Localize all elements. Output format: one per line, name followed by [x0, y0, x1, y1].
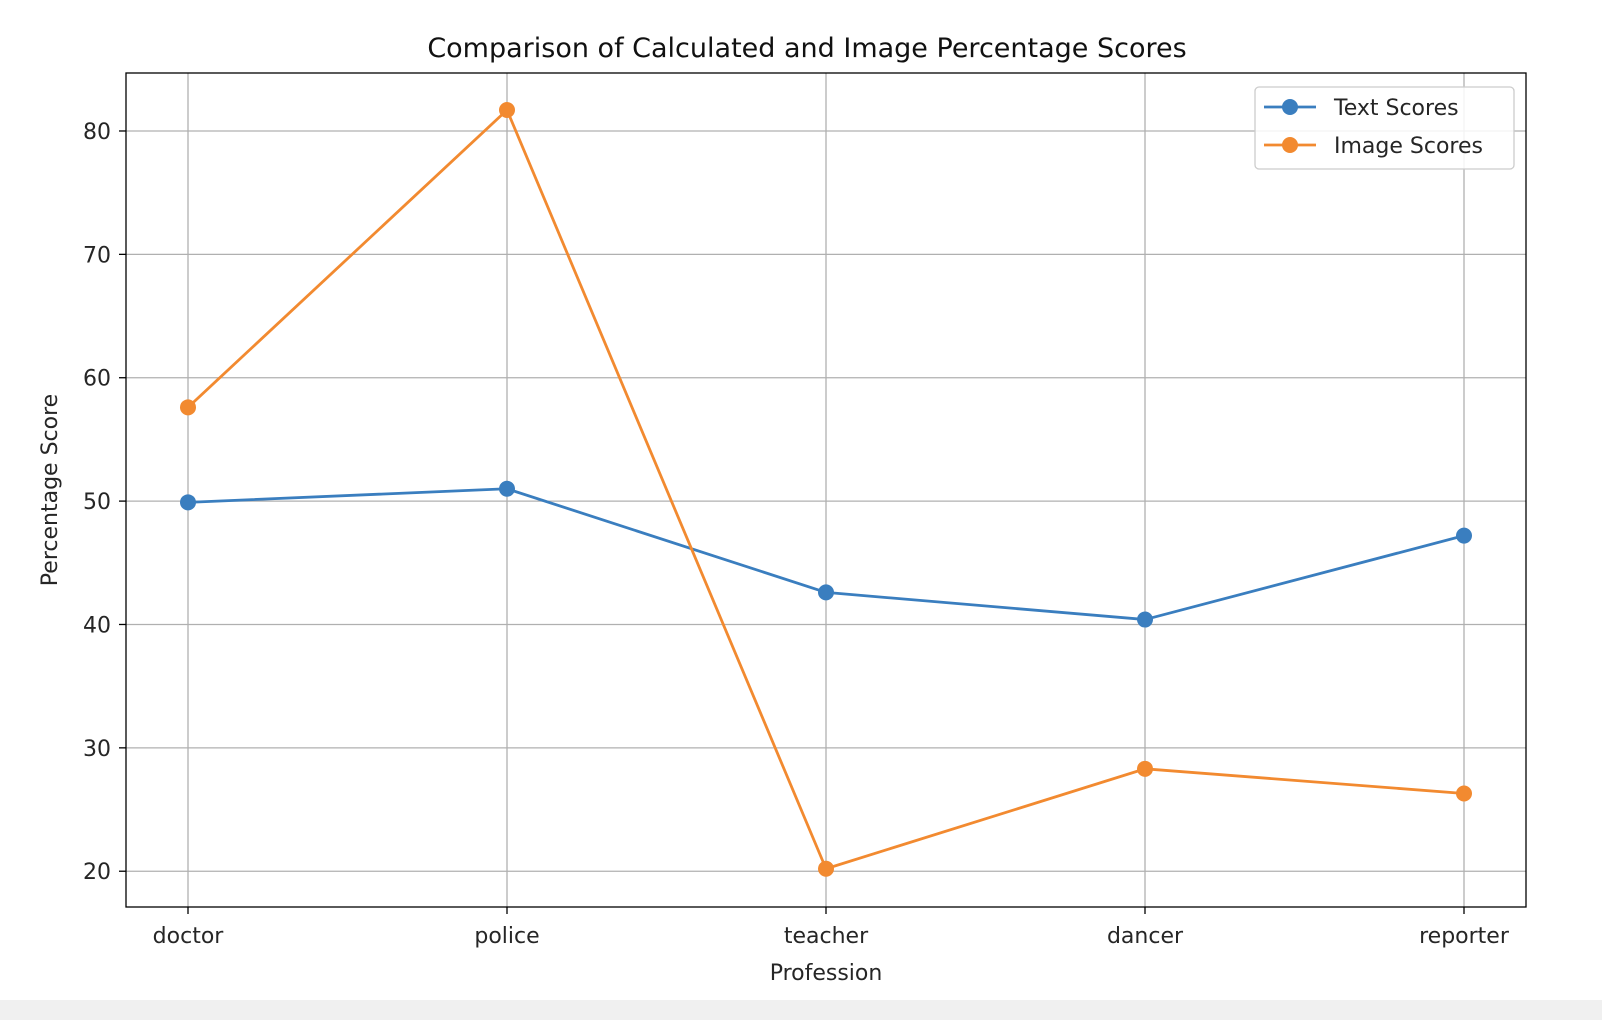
- data-point-image-scores-police: [499, 102, 515, 119]
- data-point-text-scores-reporter: [1456, 527, 1472, 544]
- legend-marker-text-scores: [1282, 99, 1298, 115]
- x-axis-label: Profession: [770, 961, 883, 986]
- series-layer: [180, 102, 1472, 877]
- data-point-image-scores-reporter: [1456, 785, 1472, 802]
- data-point-image-scores-doctor: [180, 399, 196, 416]
- legend-marker-image-scores: [1282, 137, 1298, 153]
- y-tick-label: 40: [83, 613, 111, 638]
- y-tick-label: 70: [83, 243, 111, 268]
- data-point-text-scores-police: [499, 480, 515, 497]
- data-point-text-scores-dancer: [1137, 611, 1153, 628]
- legend-box: [1254, 86, 1515, 170]
- x-tick-label-teacher: teacher: [784, 924, 869, 949]
- y-tick-label: 50: [83, 490, 111, 515]
- x-tick-label-dancer: dancer: [1107, 924, 1184, 949]
- grid-lines: [126, 73, 1526, 907]
- data-point-text-scores-doctor: [180, 494, 196, 511]
- data-point-image-scores-teacher: [818, 860, 834, 877]
- data-point-image-scores-dancer: [1137, 760, 1153, 777]
- y-tick-label: 60: [83, 367, 111, 392]
- chart-title: Comparison of Calculated and Image Perce…: [427, 33, 1186, 64]
- x-tick-label-reporter: reporter: [1419, 924, 1510, 949]
- legend-label-text-scores: Text Scores: [1333, 96, 1459, 121]
- y-tick-label: 30: [83, 737, 111, 762]
- legend: Text Scores Image Scores: [1254, 86, 1515, 170]
- y-tick-label: 80: [83, 120, 111, 145]
- data-point-text-scores-teacher: [818, 584, 834, 601]
- legend-label-image-scores: Image Scores: [1334, 134, 1483, 159]
- y-axis: 20 30 40 50 60 70 80: [83, 120, 126, 885]
- x-axis: doctor police teacher dancer reporter: [153, 907, 1510, 949]
- x-tick-label-police: police: [474, 924, 539, 949]
- y-axis-label: Percentage Score: [38, 394, 63, 586]
- x-tick-label-doctor: doctor: [153, 924, 225, 949]
- y-tick-label: 20: [83, 860, 111, 885]
